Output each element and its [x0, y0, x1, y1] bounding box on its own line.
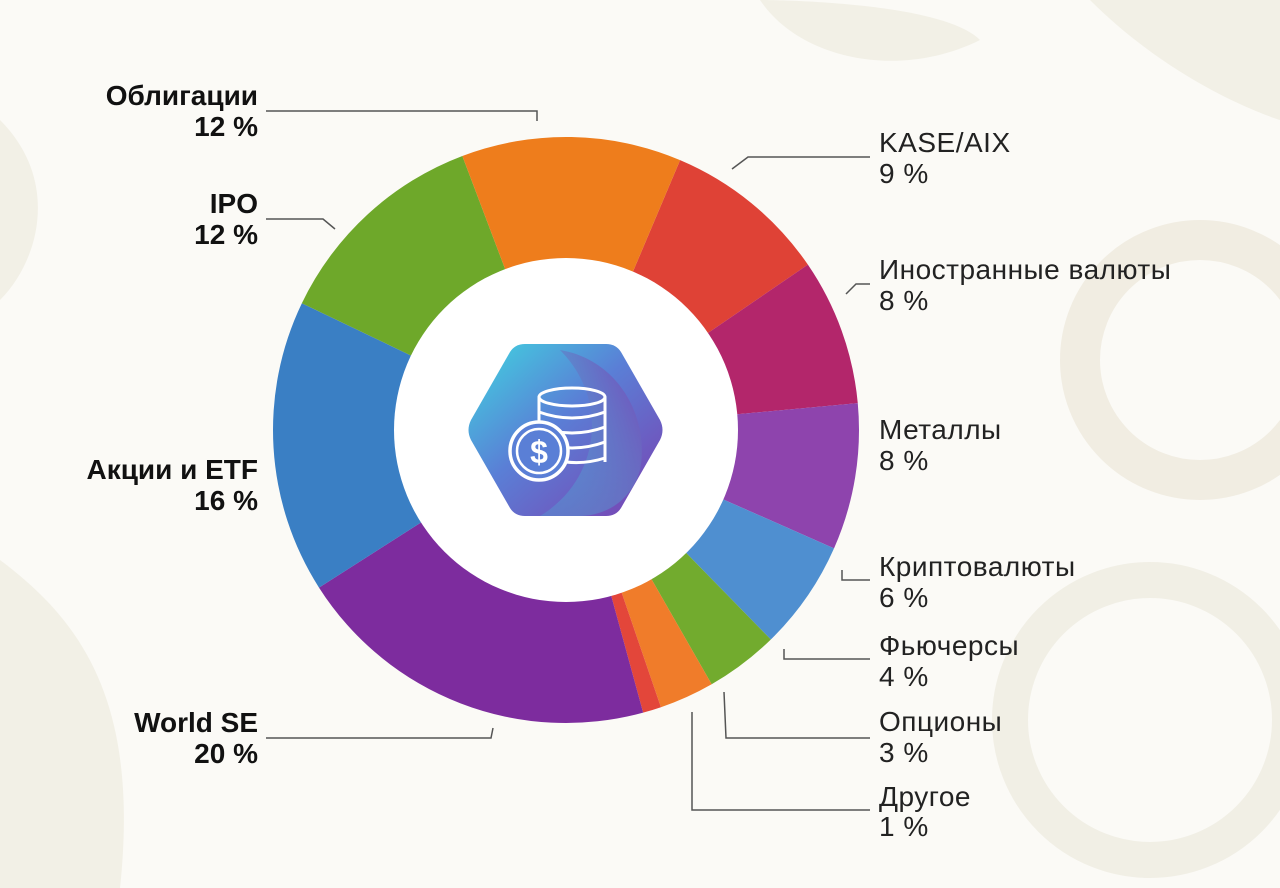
slice-5 [614, 560, 712, 708]
label-name-crypto: Криптовалюты [879, 551, 1076, 582]
slice-2 [703, 403, 859, 549]
label-value-worldse: 20 % [194, 738, 258, 769]
label-name-metals: Металлы [879, 414, 1002, 445]
leader-line-ipo [266, 218, 336, 230]
slice-7 [318, 510, 644, 723]
slice-8 [272, 303, 440, 588]
label-name-kase: KASE/AIX [879, 127, 1011, 158]
label-value-ipo: 12 % [194, 219, 258, 250]
label-name-futures: Фьючерсы [879, 630, 1019, 661]
labels-right: KASE/AIX 9 % Иностранные валюты 8 % Мета… [879, 127, 1171, 842]
slice-1 [689, 264, 858, 417]
slice-4 [640, 537, 771, 685]
leader-line-options [723, 691, 870, 739]
label-name-stocks: Акции и ETF [86, 454, 258, 485]
label-value-stocks: 16 % [194, 485, 258, 516]
label-value-other: 1 % [879, 811, 929, 842]
leader-line-other [691, 712, 870, 811]
label-value-kase: 9 % [879, 158, 929, 189]
leader-line-forex [845, 283, 870, 295]
label-name-worldse: World SE [134, 707, 258, 738]
label-value-oblig: 12 % [194, 111, 258, 142]
leader-line-crypto [841, 570, 870, 581]
donut-slices [272, 136, 859, 723]
slice-6 [605, 571, 661, 713]
slice-3 [670, 490, 835, 640]
label-name-ipo: IPO [210, 188, 258, 219]
leader-line-kase [731, 156, 870, 170]
label-value-options: 3 % [879, 737, 929, 768]
label-value-crypto: 6 % [879, 582, 929, 613]
leader-lines [266, 110, 870, 811]
coins-dollar-icon: $ [468, 344, 663, 516]
label-name-other: Другое [879, 781, 971, 812]
label-value-futures: 4 % [879, 661, 929, 692]
label-value-forex: 8 % [879, 285, 929, 316]
leader-line-oblig [266, 110, 538, 121]
label-name-oblig: Облигации [106, 80, 258, 111]
leader-line-futures [783, 649, 870, 660]
dollar-symbol: $ [530, 434, 548, 470]
leader-line-worldse [266, 727, 494, 739]
label-name-options: Опционы [879, 706, 1002, 737]
label-name-forex: Иностранные валюты [879, 254, 1171, 285]
label-value-metals: 8 % [879, 445, 929, 476]
labels-left: Облигации 12 % IPO 12 % Акции и ETF 16 %… [86, 80, 258, 769]
slice-10 [462, 136, 681, 292]
